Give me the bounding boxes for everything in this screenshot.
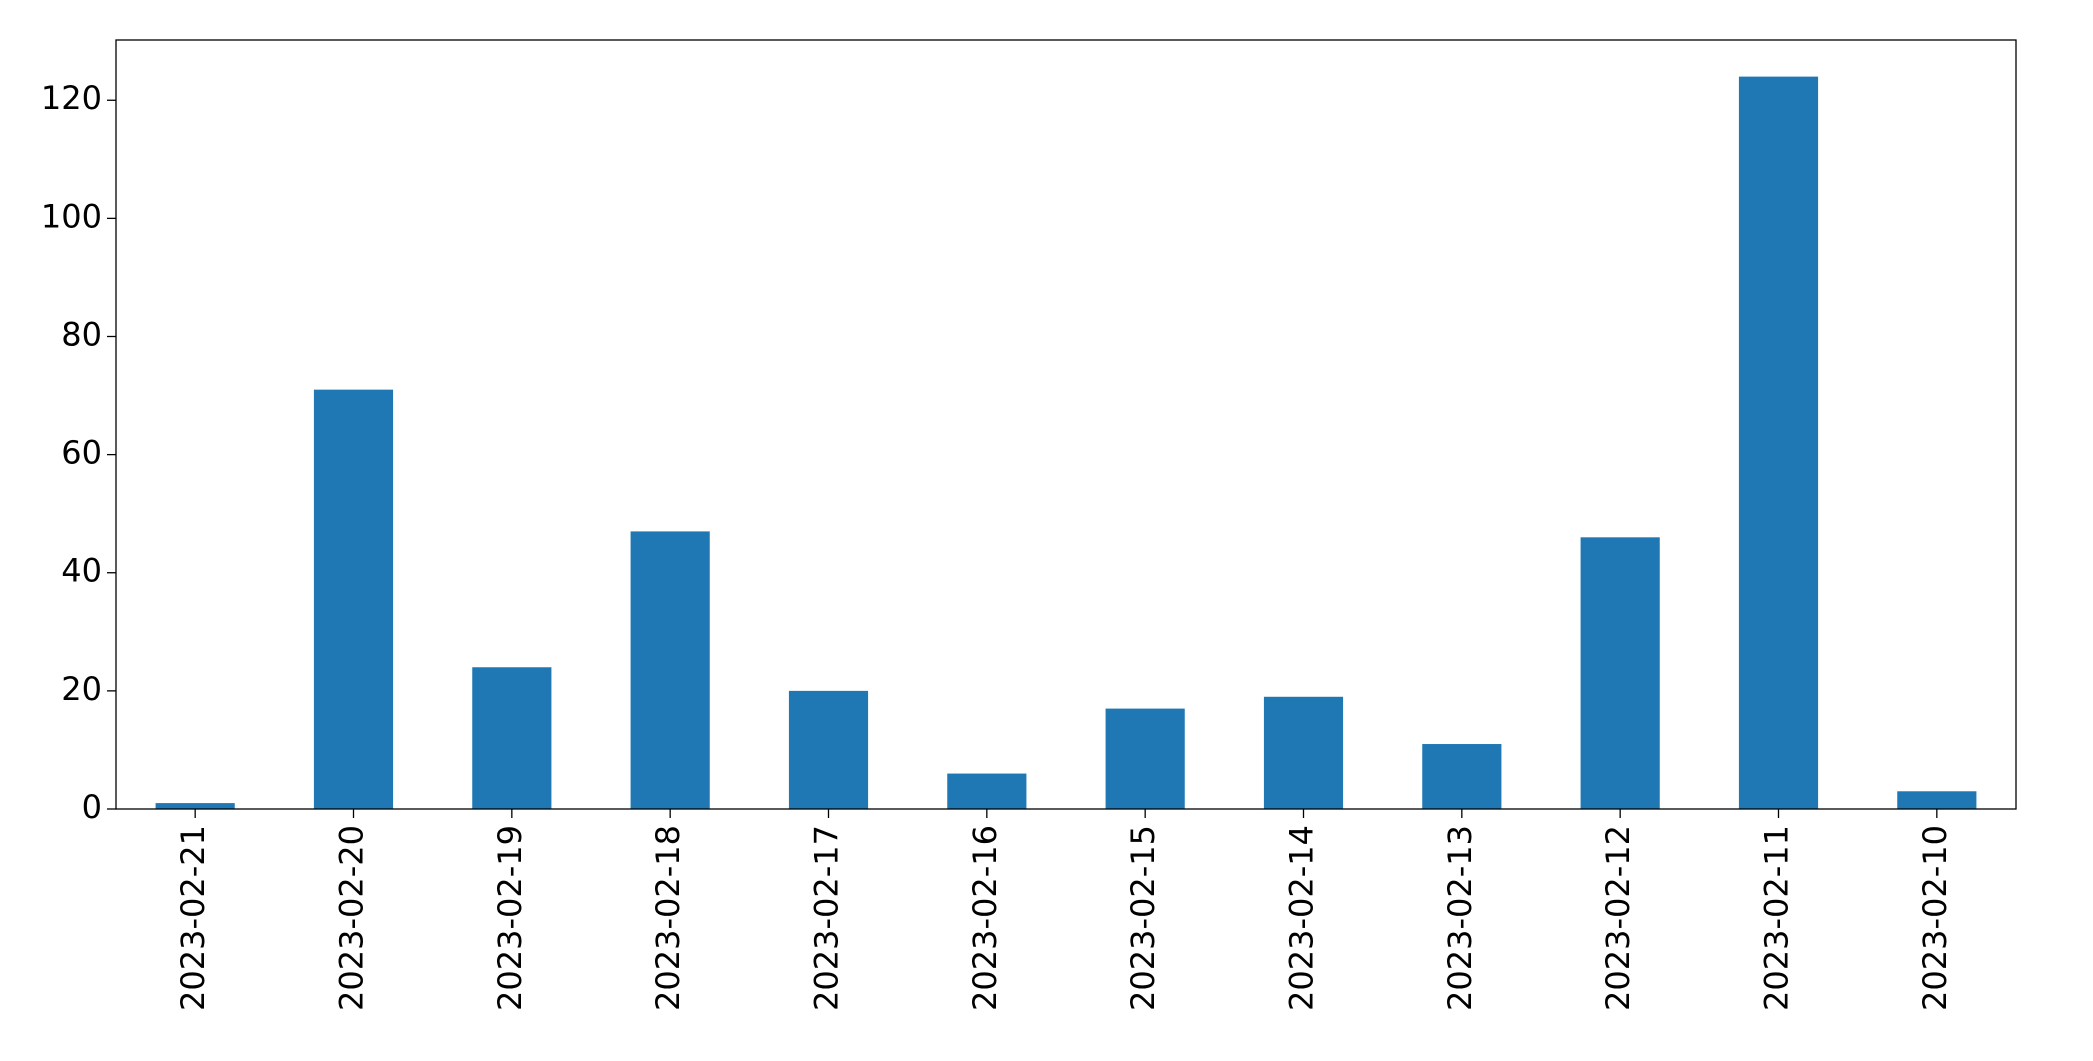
bar (472, 667, 552, 809)
bar (1263, 696, 1344, 809)
bar (630, 531, 710, 809)
y-tick-label: 20 (61, 670, 102, 708)
bar (947, 773, 1027, 809)
x-tick-label: 2023-02-10 (1916, 825, 1954, 1011)
y-tick-label: 60 (61, 434, 102, 472)
x-tick-label: 2023-02-21 (174, 825, 212, 1011)
x-tick-label: 2023-02-19 (491, 825, 529, 1011)
y-tick-label: 80 (61, 315, 102, 353)
x-tick-label: 2023-02-14 (1283, 825, 1321, 1011)
x-tick-label: 2023-02-16 (966, 825, 1004, 1011)
bar (313, 389, 394, 809)
x-tick-label: 2023-02-11 (1758, 825, 1796, 1011)
bar (1422, 744, 1502, 809)
x-tick-label: 2023-02-15 (1124, 825, 1162, 1011)
x-tick-label: 2023-02-20 (333, 825, 371, 1011)
y-tick-label: 120 (41, 79, 102, 117)
x-tick-label: 2023-02-18 (649, 825, 687, 1011)
plot-frame (115, 39, 2017, 810)
y-tick-label: 100 (41, 197, 102, 235)
y-tick-label: 40 (61, 552, 102, 590)
y-tick-label: 0 (82, 788, 102, 826)
bar (788, 690, 869, 809)
bar (1105, 708, 1185, 809)
bar (1580, 537, 1660, 809)
x-tick-label: 2023-02-13 (1441, 825, 1479, 1011)
bar (1897, 791, 1977, 809)
x-tick-label: 2023-02-12 (1599, 825, 1637, 1011)
bar (155, 803, 235, 809)
x-tick-label: 2023-02-17 (808, 825, 846, 1011)
bar (1738, 76, 1819, 810)
